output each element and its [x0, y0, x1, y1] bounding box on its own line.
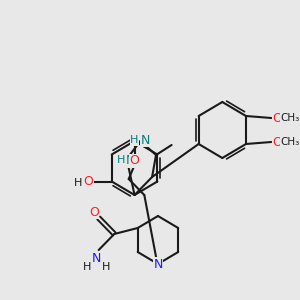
Text: N: N	[92, 251, 101, 265]
Text: N: N	[153, 257, 163, 271]
Text: H: H	[117, 155, 125, 165]
Text: H: H	[130, 135, 139, 145]
Text: O: O	[130, 154, 140, 167]
Text: O: O	[89, 206, 99, 218]
Text: H: H	[102, 262, 111, 272]
Text: N: N	[141, 134, 150, 146]
Text: H: H	[74, 178, 82, 188]
Text: O: O	[83, 175, 93, 188]
Text: O: O	[272, 112, 282, 124]
Text: CH₃: CH₃	[280, 113, 299, 123]
Text: H: H	[83, 262, 91, 272]
Text: O: O	[272, 136, 282, 148]
Text: N: N	[126, 154, 135, 167]
Text: CH₃: CH₃	[280, 137, 299, 147]
